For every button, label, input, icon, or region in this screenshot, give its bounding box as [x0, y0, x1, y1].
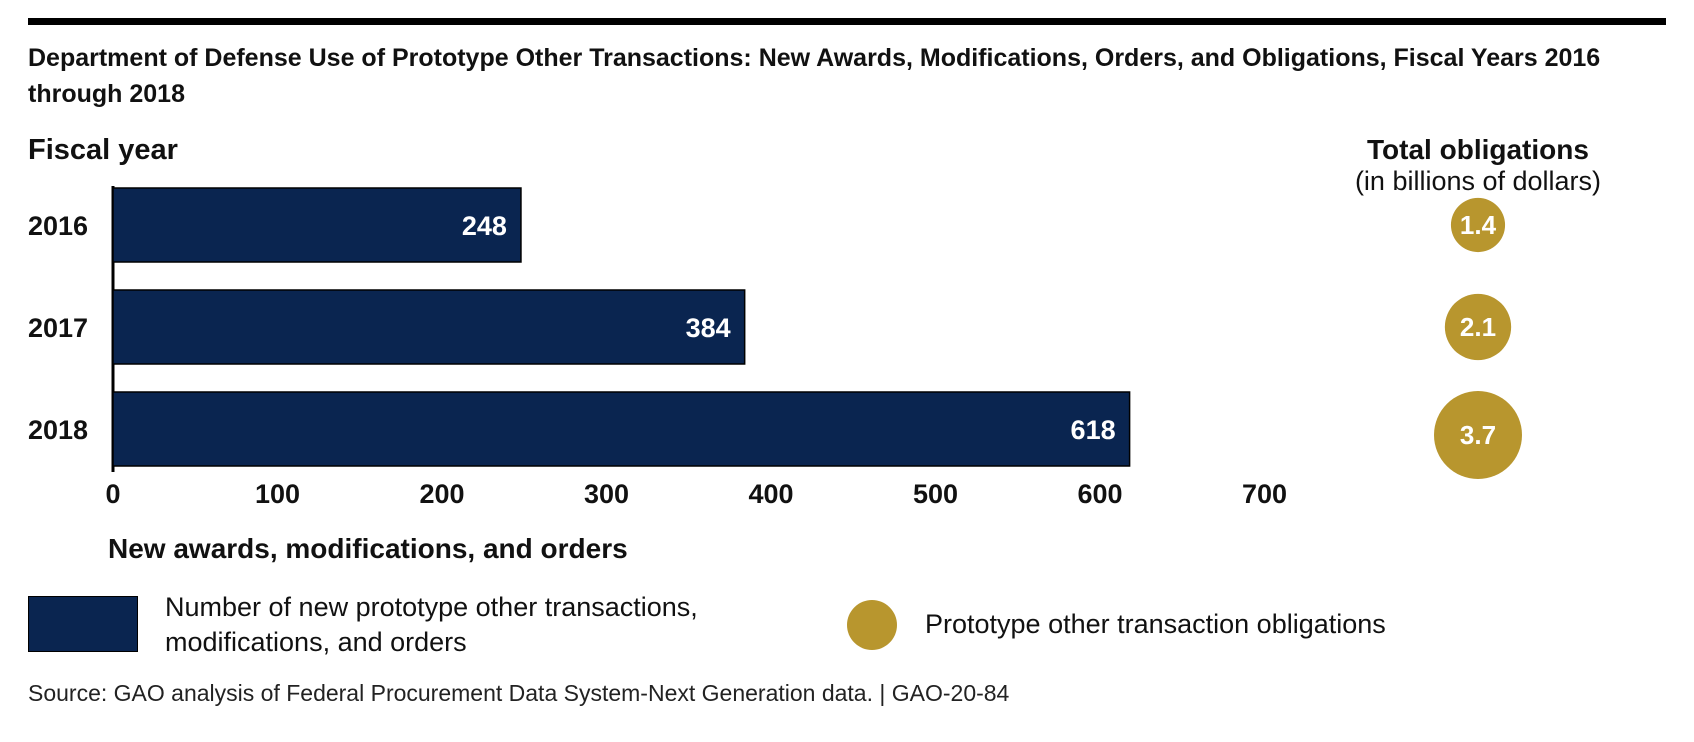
- bar-2017: [112, 289, 746, 365]
- legend-dot-swatch: [847, 600, 897, 650]
- obligation-bubble-2016: [1450, 197, 1506, 253]
- obligation-label-2017: 2.1: [1460, 312, 1496, 342]
- obligations-title: Total obligations: [1367, 134, 1589, 165]
- x-tick-label-400: 400: [748, 479, 793, 509]
- top-rule: [28, 18, 1666, 25]
- x-tick-label-500: 500: [913, 479, 958, 509]
- legend-bar-label: Number of new prototype other transactio…: [165, 592, 698, 657]
- legend-dot-label: Prototype other transaction obligations: [925, 609, 1386, 639]
- x-tick-label-600: 600: [1077, 479, 1122, 509]
- bar-2016: [112, 187, 522, 263]
- x-tick-label-300: 300: [584, 479, 629, 509]
- bar-value-label-2017: 384: [686, 313, 731, 343]
- category-label-2016: 2016: [28, 211, 88, 241]
- bar-value-label-2016: 248: [462, 211, 507, 241]
- x-axis-label: New awards, modifications, and orders: [108, 533, 628, 564]
- bar-chart: Fiscal year 248 2016 384 2017 618 2018 0 100 200 3…: [28, 134, 1601, 564]
- bar-2018: [112, 391, 1131, 467]
- source-note: Source: GAO analysis of Federal Procurem…: [28, 680, 1010, 706]
- obligation-bubble-2018: [1434, 391, 1522, 479]
- category-label-2017: 2017: [28, 313, 88, 343]
- category-label-2018: 2018: [28, 415, 88, 445]
- x-tick-label-200: 200: [419, 479, 464, 509]
- obligations-subtitle: (in billions of dollars): [1355, 166, 1601, 196]
- obligation-label-2016: 1.4: [1460, 210, 1497, 240]
- bar-value-label-2018: 618: [1071, 415, 1116, 445]
- legend-bar-swatch: [28, 596, 138, 652]
- x-tick-label-0: 0: [105, 479, 120, 509]
- obligation-bubble-2017: [1444, 293, 1512, 361]
- chart-title: Department of Defense Use of Prototype O…: [28, 44, 1601, 108]
- y-axis-label: Fiscal year: [28, 134, 178, 166]
- x-tick-label-700: 700: [1242, 479, 1287, 509]
- obligation-label-2018: 3.7: [1460, 420, 1496, 450]
- x-tick-label-100: 100: [255, 479, 300, 509]
